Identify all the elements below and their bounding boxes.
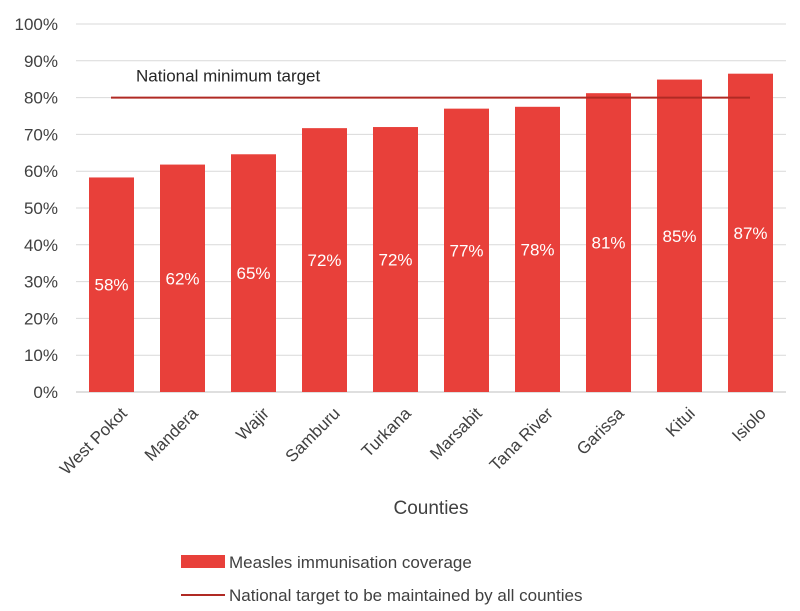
bar xyxy=(515,106,560,393)
legend-label-bars: Measles immunisation coverage xyxy=(229,553,472,572)
bar xyxy=(89,177,134,392)
bar xyxy=(160,164,205,392)
x-tick-label: Turkana xyxy=(358,403,415,460)
bar-data-label: 72% xyxy=(307,251,341,270)
bar-data-label: 62% xyxy=(165,269,199,288)
y-tick-label: 80% xyxy=(24,89,58,108)
legend: Measles immunisation coverage National t… xyxy=(181,553,582,605)
target-annotation: National minimum target xyxy=(136,67,321,86)
bar-data-label: 87% xyxy=(733,224,767,243)
y-tick-label: 50% xyxy=(24,199,58,218)
bar xyxy=(302,128,347,393)
bar xyxy=(586,93,631,393)
x-tick-label: Garissa xyxy=(573,403,628,458)
bar xyxy=(231,154,276,392)
x-tick-label: Isiolo xyxy=(728,404,769,445)
y-tick-label: 60% xyxy=(24,162,58,181)
x-tick-label: Samburu xyxy=(282,404,344,466)
x-tick-label: Kitui xyxy=(662,404,699,441)
bar xyxy=(373,127,418,392)
y-tick-label: 90% xyxy=(24,52,58,71)
x-tick-label: Wajir xyxy=(232,404,273,445)
bar-data-label: 72% xyxy=(378,251,412,270)
x-tick-label: Mandera xyxy=(141,404,202,465)
x-tick-label: West Pokot xyxy=(56,404,131,479)
y-tick-label: 20% xyxy=(24,309,58,328)
bar-data-label: 81% xyxy=(591,234,625,253)
y-tick-label: 100% xyxy=(15,15,58,34)
bar xyxy=(728,73,773,393)
legend-label-target: National target to be maintained by all … xyxy=(229,586,582,605)
y-tick-label: 0% xyxy=(33,383,58,402)
y-tick-label: 30% xyxy=(24,273,58,292)
y-tick-label: 40% xyxy=(24,236,58,255)
x-axis-ticks: West Pokot Mandera Wajir Samburu Turkana Mars… xyxy=(56,403,770,478)
bar-data-label: 65% xyxy=(236,264,270,283)
legend-swatch-bars xyxy=(181,555,225,568)
bar-data-label: 85% xyxy=(662,227,696,246)
y-tick-label: 70% xyxy=(24,125,58,144)
bar-data-label: 77% xyxy=(449,241,483,260)
x-tick-label: Tana River xyxy=(486,404,557,475)
bars xyxy=(89,73,773,393)
bar-data-label: 58% xyxy=(94,276,128,295)
bar xyxy=(444,108,489,392)
bar-data-label: 78% xyxy=(520,240,554,259)
y-axis-ticks: 0% 10% 20% 30% 40% 50% 60% 70% 80% 90% 100% xyxy=(15,15,58,402)
bar xyxy=(657,79,702,393)
x-axis-title: Counties xyxy=(394,498,469,519)
bar-labels: 58% 62% 65% 72% 72% 77% 78% 81% 85% 87% xyxy=(94,224,767,295)
x-tick-label: Marsabit xyxy=(426,404,486,464)
y-tick-label: 10% xyxy=(24,346,58,365)
